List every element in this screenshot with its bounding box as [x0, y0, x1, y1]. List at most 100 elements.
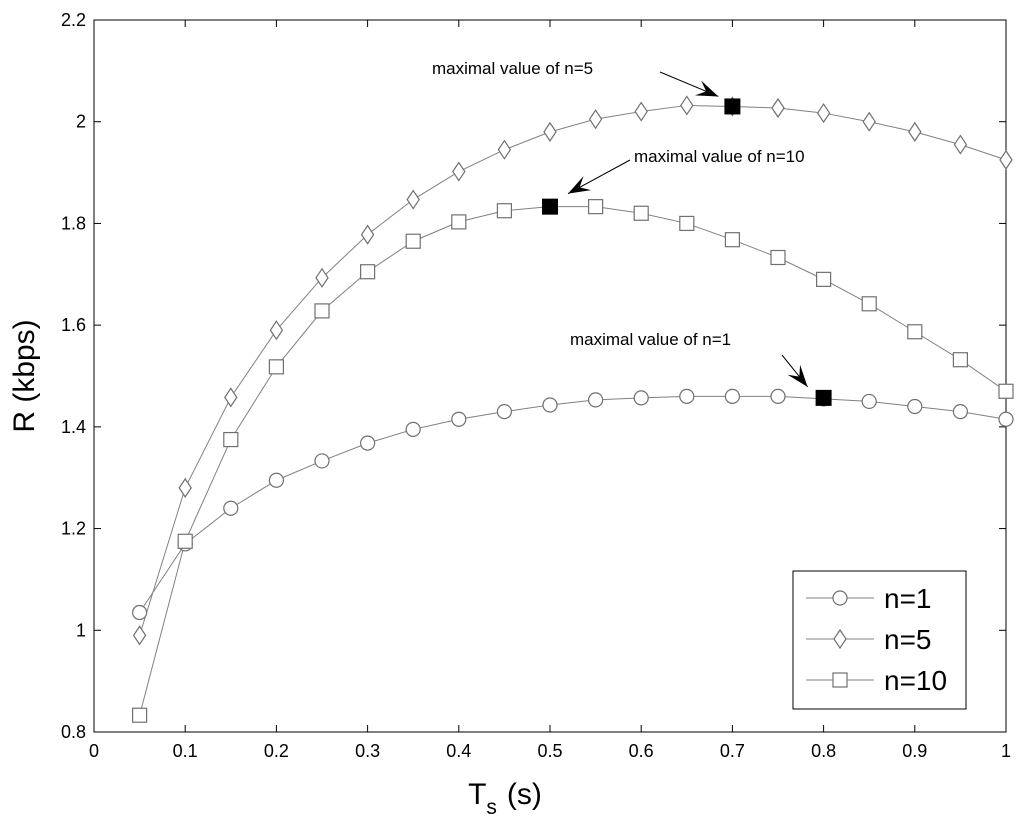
data-point-n1	[268, 472, 284, 488]
annotation-label: maximal value of n=1	[570, 330, 731, 349]
arrowhead-icon	[695, 80, 719, 97]
diamond-marker-icon	[833, 628, 847, 650]
data-point-n5	[269, 320, 284, 341]
data-point-n5	[452, 161, 466, 182]
x-axis-title: Ts (s)	[468, 778, 542, 819]
data-point-n10	[587, 199, 604, 215]
data-point-n10	[360, 264, 376, 280]
legend-item-n1: n=1	[806, 583, 932, 614]
data-point-n5	[816, 102, 831, 124]
data-point-n1	[724, 388, 741, 404]
data-point-n5	[132, 625, 147, 646]
data-point-n5	[953, 134, 968, 155]
y-tick-label: 2	[76, 112, 86, 132]
data-point-n1	[907, 398, 923, 415]
data-point-n5	[908, 121, 922, 142]
data-point-n5	[862, 111, 876, 132]
x-tick-label: 0.2	[264, 741, 289, 761]
data-point-n10	[496, 203, 512, 219]
legend-label-n5: n=5	[884, 624, 932, 655]
data-point-n1	[132, 604, 148, 621]
axis-ticks: 0 0.1 0.2 0.3 0.4 0.5 0.6 0.7 0.8 0.9 1 0.8 1 1.2 1.4 1…	[61, 10, 1011, 761]
data-point-n5	[680, 95, 694, 116]
data-point-n5	[543, 121, 557, 142]
x-tick-label: 0	[89, 741, 99, 761]
max-marker-n10	[542, 198, 558, 215]
y-tick-label: 0.8	[61, 722, 86, 742]
data-point-n10	[907, 324, 923, 340]
data-point-n10	[998, 383, 1014, 399]
data-point-n5	[497, 139, 512, 160]
data-point-n10	[314, 303, 330, 319]
x-tick-label: 0.7	[720, 741, 745, 761]
data-point-n5	[178, 477, 192, 498]
data-point-n1	[223, 500, 239, 516]
y-tick-label: 2.2	[61, 10, 86, 30]
y-tick-label: 1.4	[61, 417, 86, 437]
data-point-n10	[451, 214, 467, 230]
data-point-n1	[952, 404, 969, 420]
data-point-n10	[132, 707, 148, 723]
data-point-n5	[634, 101, 648, 122]
series-line-n10	[139, 206, 1007, 716]
data-point-n5	[406, 189, 420, 210]
data-point-n10	[633, 205, 649, 221]
legend-label-n10: n=10	[884, 665, 947, 696]
data-point-n10	[815, 271, 832, 287]
data-point-n10	[679, 215, 695, 232]
arrowhead-icon	[568, 176, 592, 194]
data-point-n1	[360, 435, 376, 451]
data-point-n1	[633, 390, 649, 406]
data-point-n1	[679, 388, 695, 404]
legend-item-n10: n=10	[806, 665, 947, 696]
legend-box	[792, 570, 967, 710]
data-point-n5	[771, 97, 785, 119]
arrowhead-icon	[787, 364, 808, 387]
max-marker-n1	[815, 389, 832, 406]
series-markers	[132, 95, 1014, 723]
x-tick-label: 0.5	[537, 741, 562, 761]
annotation-label: maximal value of n=5	[432, 59, 593, 78]
data-point-n5	[360, 224, 375, 245]
data-point-n1	[587, 392, 604, 408]
data-point-n10	[724, 232, 741, 248]
data-point-n10	[268, 359, 284, 375]
x-tick-label: 0.9	[902, 741, 927, 761]
data-point-n10	[405, 233, 421, 249]
legend-label-n1: n=1	[884, 583, 932, 614]
x-tick-label: 0.3	[355, 741, 380, 761]
data-point-n1	[542, 397, 558, 413]
y-tick-label: 1.6	[61, 315, 86, 335]
series-lines	[139, 104, 1007, 716]
data-point-n10	[952, 352, 969, 368]
data-point-n1	[770, 388, 786, 404]
data-point-n5	[224, 387, 238, 408]
highlight-markers	[542, 98, 832, 406]
circle-marker-icon	[832, 590, 848, 606]
y-tick-label: 1.2	[61, 519, 86, 539]
legend: n=1 n=5 n=10	[792, 570, 967, 710]
data-point-n1	[405, 421, 421, 437]
data-point-n5	[315, 267, 329, 288]
x-tick-label: 1	[1001, 741, 1011, 761]
y-axis-title: R (kbps)	[8, 319, 41, 432]
data-point-n5	[588, 109, 603, 130]
x-tick-label: 0.6	[629, 741, 654, 761]
x-tick-label: 0.8	[811, 741, 836, 761]
annotations: maximal value of n=5 maximal value of n=1…	[432, 59, 808, 388]
square-marker-icon	[832, 672, 848, 688]
max-marker-n5	[724, 98, 741, 115]
annotation-label: maximal value of n=10	[634, 147, 805, 166]
data-point-n1	[451, 411, 467, 427]
data-point-n10	[861, 296, 877, 312]
data-point-n1	[998, 411, 1014, 427]
x-tick-label: 0.4	[446, 741, 471, 761]
series-line-n5	[139, 104, 1007, 636]
y-tick-label: 1.8	[61, 213, 86, 233]
data-point-n5	[999, 149, 1013, 170]
y-tick-label: 1	[76, 620, 86, 640]
data-point-n10	[223, 431, 239, 448]
legend-item-n5: n=5	[806, 624, 932, 655]
data-point-n10	[177, 533, 193, 549]
